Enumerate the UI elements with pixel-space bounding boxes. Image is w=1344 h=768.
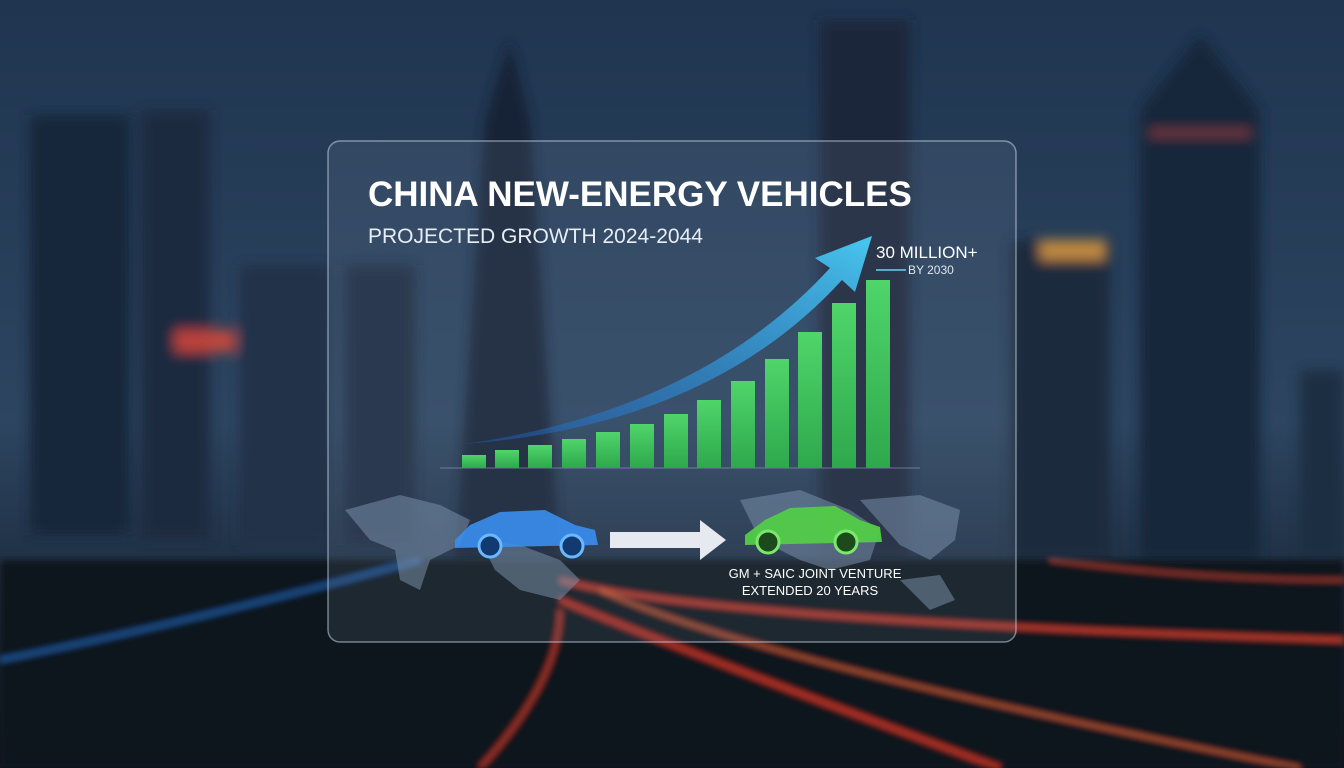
caption-line: EXTENDED 20 YEARS — [742, 583, 879, 598]
green-car — [745, 506, 882, 555]
title: CHINA NEW-ENERGY VEHICLES — [368, 175, 912, 214]
light-trails — [0, 557, 1344, 768]
caption-line: GM + SAIC JOINT VENTURE — [729, 566, 902, 581]
growth-bars — [462, 280, 890, 468]
growth-arrow — [465, 236, 872, 444]
city — [30, 20, 1344, 560]
blue-car — [455, 510, 598, 559]
callout-note: BY 2030 — [908, 263, 954, 277]
subtitle: PROJECTED GROWTH 2024-2044 — [368, 225, 703, 248]
transition-arrow — [610, 520, 726, 560]
callout-value: 30 MILLION+ — [876, 243, 978, 262]
